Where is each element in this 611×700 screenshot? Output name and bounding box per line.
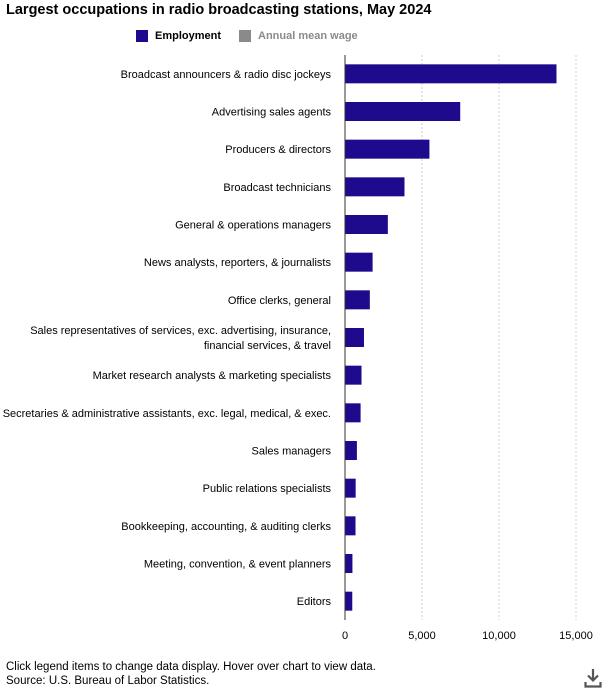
bar[interactable] xyxy=(345,177,405,197)
bar[interactable] xyxy=(345,403,361,423)
category-label: Bookkeeping, accounting, & auditing cler… xyxy=(121,521,331,533)
category-label: Public relations specialists xyxy=(203,483,332,495)
bar[interactable] xyxy=(345,328,364,347)
category-label: News analysts, reporters, & journalists xyxy=(144,257,332,269)
category-label: Advertising sales agents xyxy=(212,107,332,119)
legend-label-annual-mean-wage: Annual mean wage xyxy=(258,30,358,42)
category-label: financial services, & travel xyxy=(204,340,331,352)
footer-note: Click legend items to change data displa… xyxy=(6,661,376,673)
bar[interactable] xyxy=(345,554,353,573)
category-label: Market research analysts & marketing spe… xyxy=(93,370,332,382)
legend-swatch-annual-mean-wage xyxy=(239,30,252,42)
category-label: Broadcast announcers & radio disc jockey… xyxy=(121,69,332,81)
bar[interactable] xyxy=(345,591,353,611)
bar[interactable] xyxy=(345,516,356,536)
bar[interactable] xyxy=(345,102,461,121)
bar-chart[interactable]: 0 5,000 10,000 15,000 Broadcast announcers &… xyxy=(0,0,611,660)
download-icon[interactable] xyxy=(584,668,602,688)
bar[interactable] xyxy=(345,365,362,385)
bar[interactable] xyxy=(345,478,356,498)
bar[interactable] xyxy=(345,139,430,159)
legend-item-employment[interactable]: Employment xyxy=(136,30,221,42)
legend-swatch-employment xyxy=(136,30,148,42)
bar[interactable] xyxy=(345,215,388,234)
category-label: Editors xyxy=(297,596,332,608)
bar[interactable] xyxy=(345,290,370,310)
category-label: Office clerks, general xyxy=(228,295,331,307)
category-label: Meeting, convention, & event planners xyxy=(144,559,332,571)
category-label: Broadcast technicians xyxy=(223,182,331,194)
category-label: General & operations managers xyxy=(175,220,331,232)
bar[interactable] xyxy=(345,252,373,272)
x-tick-label: 5,000 xyxy=(408,630,436,642)
bar[interactable] xyxy=(345,64,557,84)
category-label: Secretaries & administrative assistants,… xyxy=(3,408,331,420)
footer-source: Source: U.S. Bureau of Labor Statistics. xyxy=(6,675,210,687)
chart-title: Largest occupations in radio broadcastin… xyxy=(6,2,432,18)
legend: Employment Annual mean wage xyxy=(136,30,358,42)
legend-item-annual-mean-wage[interactable]: Annual mean wage xyxy=(239,30,358,42)
legend-label-employment: Employment xyxy=(155,30,222,42)
category-label: Producers & directors xyxy=(225,144,331,156)
category-label: Sales representatives of services, exc. … xyxy=(30,325,331,337)
x-tick-label: 15,000 xyxy=(559,630,593,642)
footer: Click legend items to change data displa… xyxy=(6,660,376,688)
category-label: Sales managers xyxy=(252,446,332,458)
x-tick-label: 10,000 xyxy=(482,630,516,642)
bar[interactable] xyxy=(345,441,357,460)
x-tick-label: 0 xyxy=(342,630,348,642)
